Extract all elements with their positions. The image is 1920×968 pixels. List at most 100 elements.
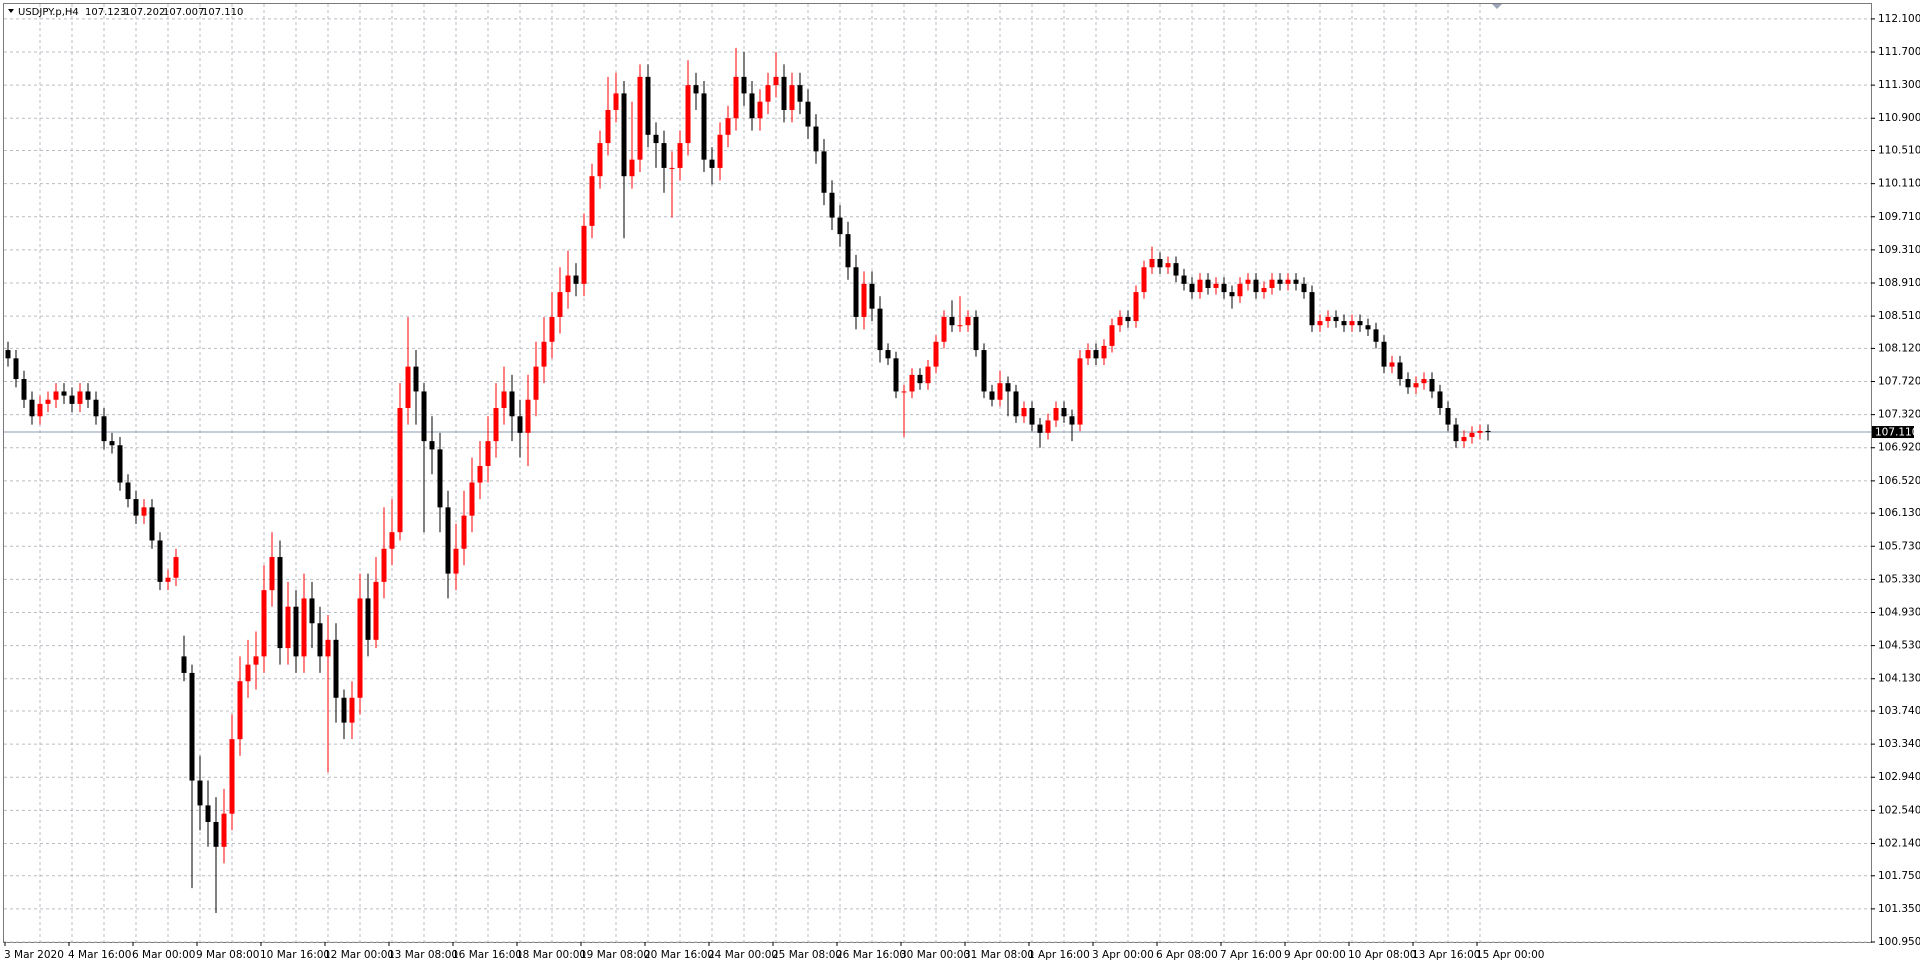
candle-body (93, 399, 99, 417)
candle-body (1149, 258, 1155, 268)
candle-body (77, 391, 83, 404)
y-tick-label: 105.730 (1878, 540, 1920, 552)
candle-body (829, 192, 835, 218)
candle-body (789, 85, 795, 110)
candle-body (741, 76, 747, 94)
candle-body (1029, 408, 1035, 425)
candle-body (285, 606, 291, 649)
candle-body (757, 101, 763, 119)
candle-body (989, 391, 995, 400)
candle-body (1453, 424, 1459, 442)
y-tick-label: 102.940 (1878, 771, 1920, 783)
candle-body (469, 482, 475, 516)
y-tick-label: 102.540 (1878, 804, 1920, 816)
candle-body (909, 374, 915, 392)
candle-body (517, 416, 523, 433)
candle-body (501, 391, 507, 409)
shift-marker[interactable] (1492, 4, 1502, 9)
candle-body (877, 308, 883, 351)
candle-body (1333, 316, 1339, 322)
candle-body (1069, 416, 1075, 425)
candle-body (101, 416, 107, 442)
candle-body (677, 143, 683, 168)
candle-body (13, 358, 19, 380)
candle-body (1165, 263, 1171, 268)
collapse-arrow[interactable] (8, 9, 14, 13)
x-tick-label: 3 Apr 00:00 (1092, 949, 1154, 961)
candle-body (733, 76, 739, 119)
candle-body (893, 358, 899, 392)
x-tick-label: 15 Apr 00:00 (1476, 949, 1544, 961)
candle-body (589, 176, 595, 226)
candle-body (949, 316, 955, 326)
candle-body (1325, 316, 1331, 322)
candle-body (317, 623, 323, 657)
candle-body (773, 76, 779, 86)
candle-body (253, 656, 259, 665)
candle-body (277, 557, 283, 649)
candle-body (1157, 258, 1163, 268)
candle-body (749, 93, 755, 119)
candle-body (525, 399, 531, 433)
candle-body (565, 275, 571, 293)
y-tick-label: 107.320 (1878, 409, 1920, 421)
ohlc-open: 107.123 (85, 7, 126, 18)
x-tick-label: 30 Mar 00:00 (900, 949, 970, 961)
candle-body (813, 126, 819, 152)
candle-body (149, 507, 155, 541)
candle-body (1037, 424, 1043, 433)
candle-body (1117, 316, 1123, 326)
candle-body (405, 366, 411, 409)
y-tick-label: 103.340 (1878, 738, 1920, 750)
candle-body (437, 449, 443, 508)
candle-body (1237, 283, 1243, 297)
x-tick-label: 26 Mar 16:00 (836, 949, 906, 961)
candle-body (397, 408, 403, 533)
candle-body (509, 391, 515, 417)
candle-body (245, 664, 251, 682)
candle-body (709, 159, 715, 168)
candle-body (957, 325, 963, 327)
y-tick-label: 104.130 (1878, 673, 1920, 685)
x-tick-label: 24 Mar 00:00 (708, 949, 778, 961)
candle-body (1189, 283, 1195, 293)
candle-body (221, 813, 227, 847)
x-tick-label: 13 Apr 16:00 (1412, 949, 1480, 961)
x-tick-label: 4 Mar 16:00 (68, 949, 131, 961)
y-tick-label: 104.930 (1878, 606, 1920, 618)
candle-body (1061, 408, 1067, 417)
candle-body (1381, 341, 1387, 367)
candle-body (349, 697, 355, 723)
candle-body (413, 366, 419, 392)
candle-body (309, 598, 315, 624)
y-tick-label: 108.510 (1878, 310, 1920, 322)
candle-body (669, 167, 675, 169)
x-tick-label: 31 Mar 08:00 (964, 949, 1034, 961)
candle-body (1125, 316, 1131, 322)
candle-body (1341, 321, 1347, 326)
candle-body (1397, 362, 1403, 380)
candle-body (1285, 279, 1291, 284)
candle-body (973, 316, 979, 351)
y-tick-label: 104.530 (1878, 640, 1920, 652)
grid (4, 4, 1871, 943)
candle-body (821, 151, 827, 193)
candle-body (725, 118, 731, 135)
candle-body (485, 441, 491, 466)
y-tick-label: 109.710 (1878, 211, 1920, 223)
candle-body (1309, 292, 1315, 326)
candle-body (181, 656, 187, 673)
candle-body (229, 739, 235, 814)
current-price-label: 107.110 (1875, 427, 1918, 439)
candle-body (69, 395, 75, 404)
candle-body (869, 283, 875, 309)
candle-body (1469, 432, 1475, 437)
y-tick-label: 105.330 (1878, 573, 1920, 585)
candle-body (861, 283, 867, 317)
candle-body (1229, 292, 1235, 297)
candle-body (1421, 379, 1427, 384)
candle-body (1245, 279, 1251, 284)
x-tick-label: 6 Mar 00:00 (132, 949, 195, 961)
candle-body (629, 159, 635, 177)
candle-body (765, 85, 771, 102)
